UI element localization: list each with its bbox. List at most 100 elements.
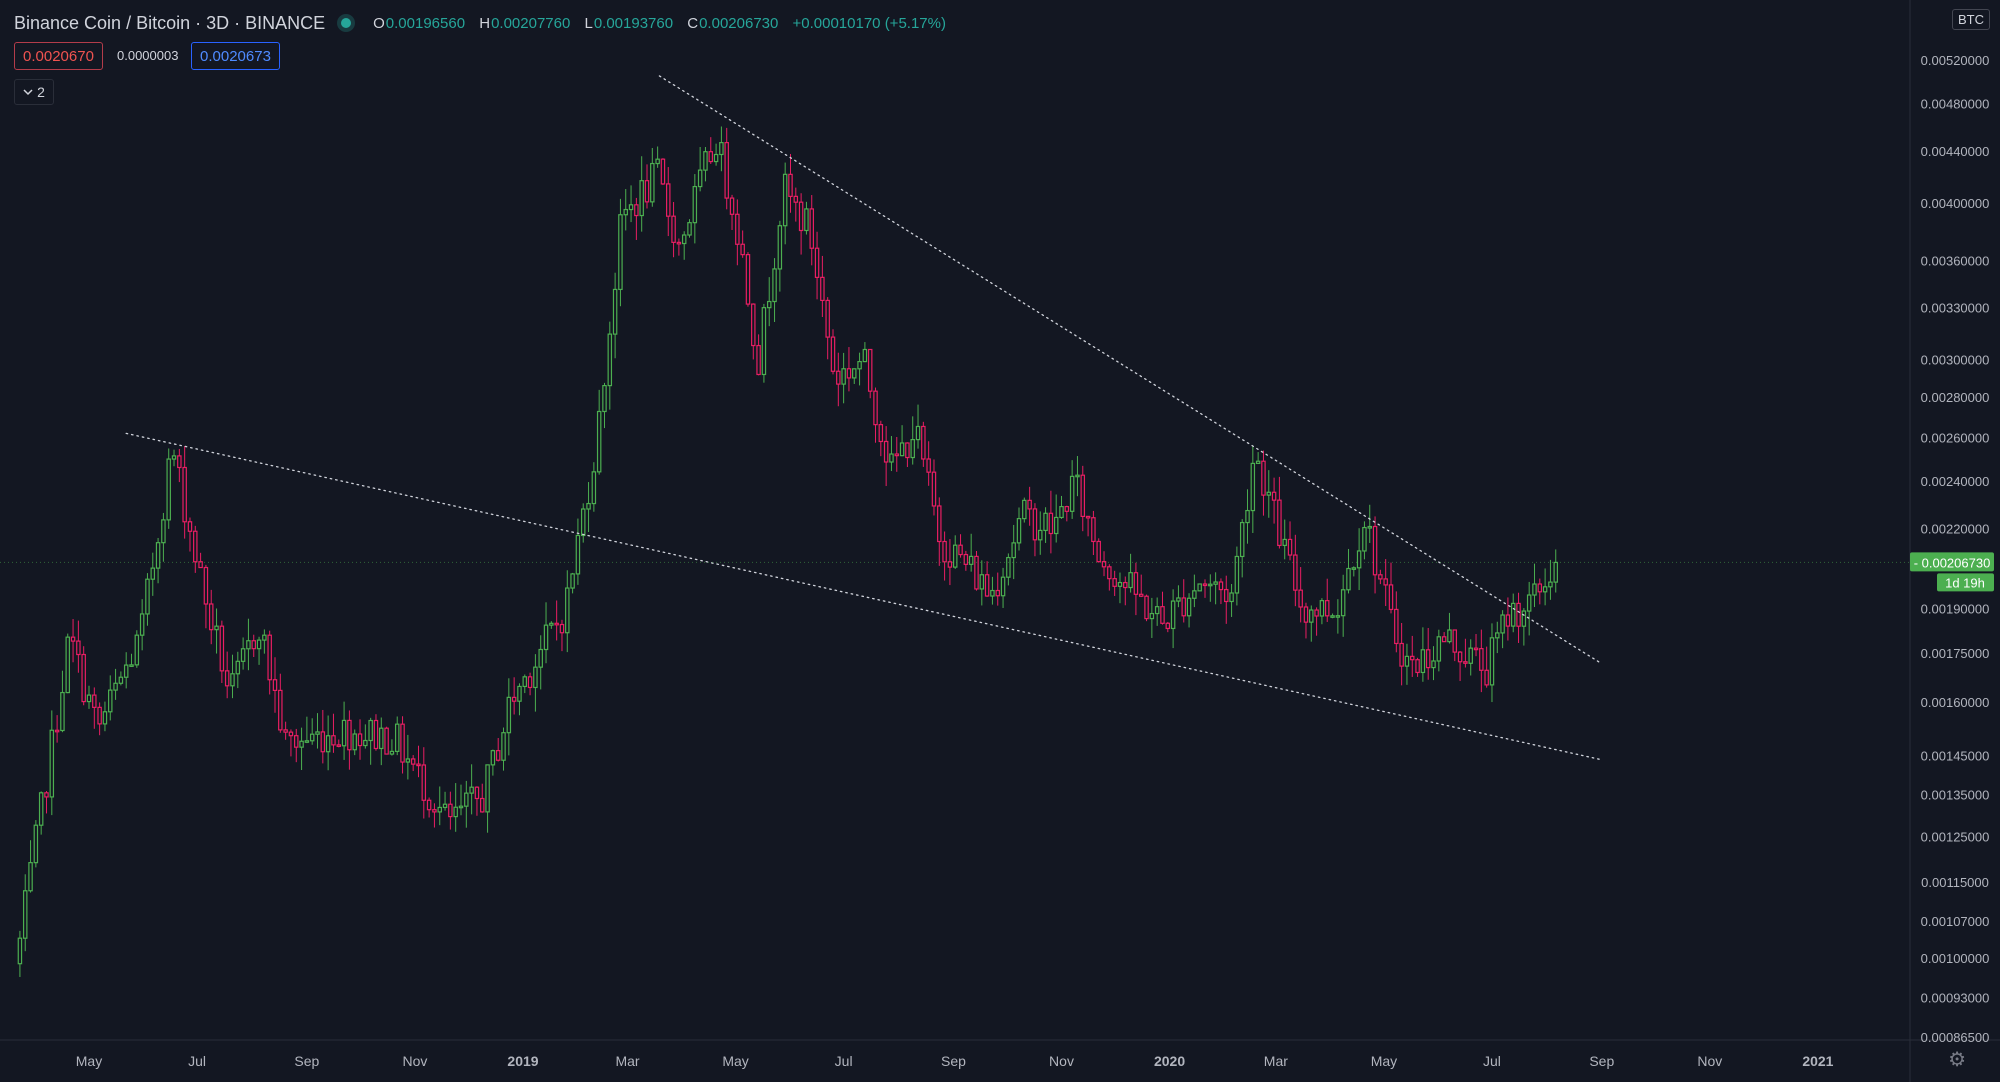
candle-body (1553, 561, 1558, 583)
high-value: 0.00207760 (491, 14, 571, 32)
candle-body (1468, 647, 1473, 664)
candle-body (1542, 586, 1548, 593)
time-tick-label: Jul (1483, 1053, 1501, 1069)
gear-icon[interactable]: ⚙ (1948, 1049, 1966, 1071)
time-tick-label: May (1371, 1053, 1397, 1069)
candle-body (1255, 460, 1261, 465)
time-tick-label: Jul (835, 1053, 853, 1069)
time-tick-label: Sep (294, 1053, 319, 1069)
candle-body (1420, 649, 1426, 674)
candle-body (1245, 509, 1250, 524)
candle-body (108, 689, 113, 713)
sell-button[interactable]: 0.0020670 (14, 42, 103, 70)
candle-body (405, 758, 411, 763)
candle-body (1160, 606, 1165, 624)
candle-body (1324, 600, 1330, 617)
candle-body (1069, 475, 1075, 512)
last-price-label: - 0.00206730 (1914, 555, 1991, 570)
high-label: H (479, 14, 491, 32)
open-value: 0.00196560 (385, 14, 466, 32)
candle-body (894, 453, 900, 457)
ohlc-legend: O0.00196560 H0.00207760 L0.00193760 C0.0… (373, 15, 947, 32)
buy-button[interactable]: 0.0020673 (191, 42, 280, 70)
candle-body (745, 254, 751, 305)
candle-body (841, 368, 846, 385)
candle-body (54, 729, 60, 733)
candle-body (862, 348, 868, 363)
candle-body (1192, 590, 1197, 599)
candle-body (1404, 655, 1410, 667)
price-tick-label: 0.00280000 (1921, 390, 1990, 405)
candle-body (363, 739, 368, 747)
candle-body (474, 786, 480, 800)
candle-body (947, 561, 953, 568)
candle-body (357, 733, 363, 747)
candle-body (1410, 655, 1415, 661)
close-value: 0.00206730 (699, 14, 779, 32)
candle-body (1064, 505, 1070, 512)
candle-body (942, 540, 947, 563)
candle-body (1053, 516, 1059, 535)
candle-body (325, 735, 331, 753)
candle-body (1351, 567, 1357, 570)
candle-body (161, 519, 166, 544)
candle-body (586, 502, 591, 510)
candle-body (1489, 637, 1495, 686)
candle-body (628, 204, 634, 211)
candle-body (825, 299, 830, 338)
candle-body (347, 719, 352, 751)
candle-body (495, 750, 501, 761)
price-tick-label: 0.00175000 (1921, 646, 1990, 661)
candle-body (458, 805, 464, 809)
indicators-toggle-button[interactable]: 2 (14, 79, 54, 105)
candle-body (814, 247, 820, 278)
candle-body (437, 806, 442, 813)
candle-body (1213, 581, 1218, 585)
candle-body (634, 204, 639, 217)
candle-body (974, 555, 979, 590)
candle-body (1112, 578, 1117, 587)
candle-body (246, 640, 251, 650)
candle-body (102, 711, 108, 725)
price-tick-label: 0.00300000 (1921, 353, 1990, 368)
candle-body (836, 370, 841, 385)
candle-body (751, 303, 756, 347)
candle-body (1144, 595, 1149, 620)
time-tick-label: Sep (1589, 1053, 1614, 1069)
candle-body (554, 622, 559, 626)
candle-body (448, 803, 453, 818)
price-tick-label: 0.00360000 (1921, 253, 1990, 268)
candle-body (618, 214, 623, 291)
price-tick-label: 0.00145000 (1921, 749, 1990, 764)
candle-body (921, 425, 926, 460)
candle-body (1298, 589, 1303, 608)
candle-body (187, 521, 193, 532)
candle-body (86, 694, 92, 703)
candle-body (1335, 615, 1341, 618)
candle-body (666, 183, 671, 217)
time-tick-label: Nov (402, 1053, 427, 1069)
candle-body (570, 573, 575, 589)
candle-body (1319, 600, 1325, 617)
chart-pane[interactable] (0, 0, 1910, 1040)
candle-body (309, 733, 315, 742)
candle-body (485, 764, 490, 813)
price-tick-label: 0.00240000 (1921, 474, 1990, 489)
currency-badge[interactable]: BTC (1952, 9, 1990, 30)
time-axis[interactable]: May Jul Sep Nov 2019 Mar May Jul Sep Nov 2020 Mar Ma… (76, 1053, 1834, 1069)
candle-body (703, 151, 708, 171)
candle-body (208, 603, 214, 631)
candle-body (341, 719, 347, 747)
symbol-title[interactable]: Binance Coin / Bitcoin · 3D · BINANCE (14, 12, 326, 33)
last-price-marker: - 0.00206730 1d 19h (0, 552, 1994, 592)
trendline-layer[interactable] (125, 75, 1601, 761)
candle-body (1197, 583, 1202, 592)
candle-body (793, 195, 799, 203)
candle-body (1022, 499, 1027, 520)
candle-body (28, 862, 33, 892)
price-axis[interactable]: 0.00520000 0.00480000 0.00440000 0.00400000… (1921, 53, 1990, 1045)
candle-body (713, 153, 719, 163)
candle-body (81, 653, 86, 703)
candle-body (1441, 636, 1447, 643)
